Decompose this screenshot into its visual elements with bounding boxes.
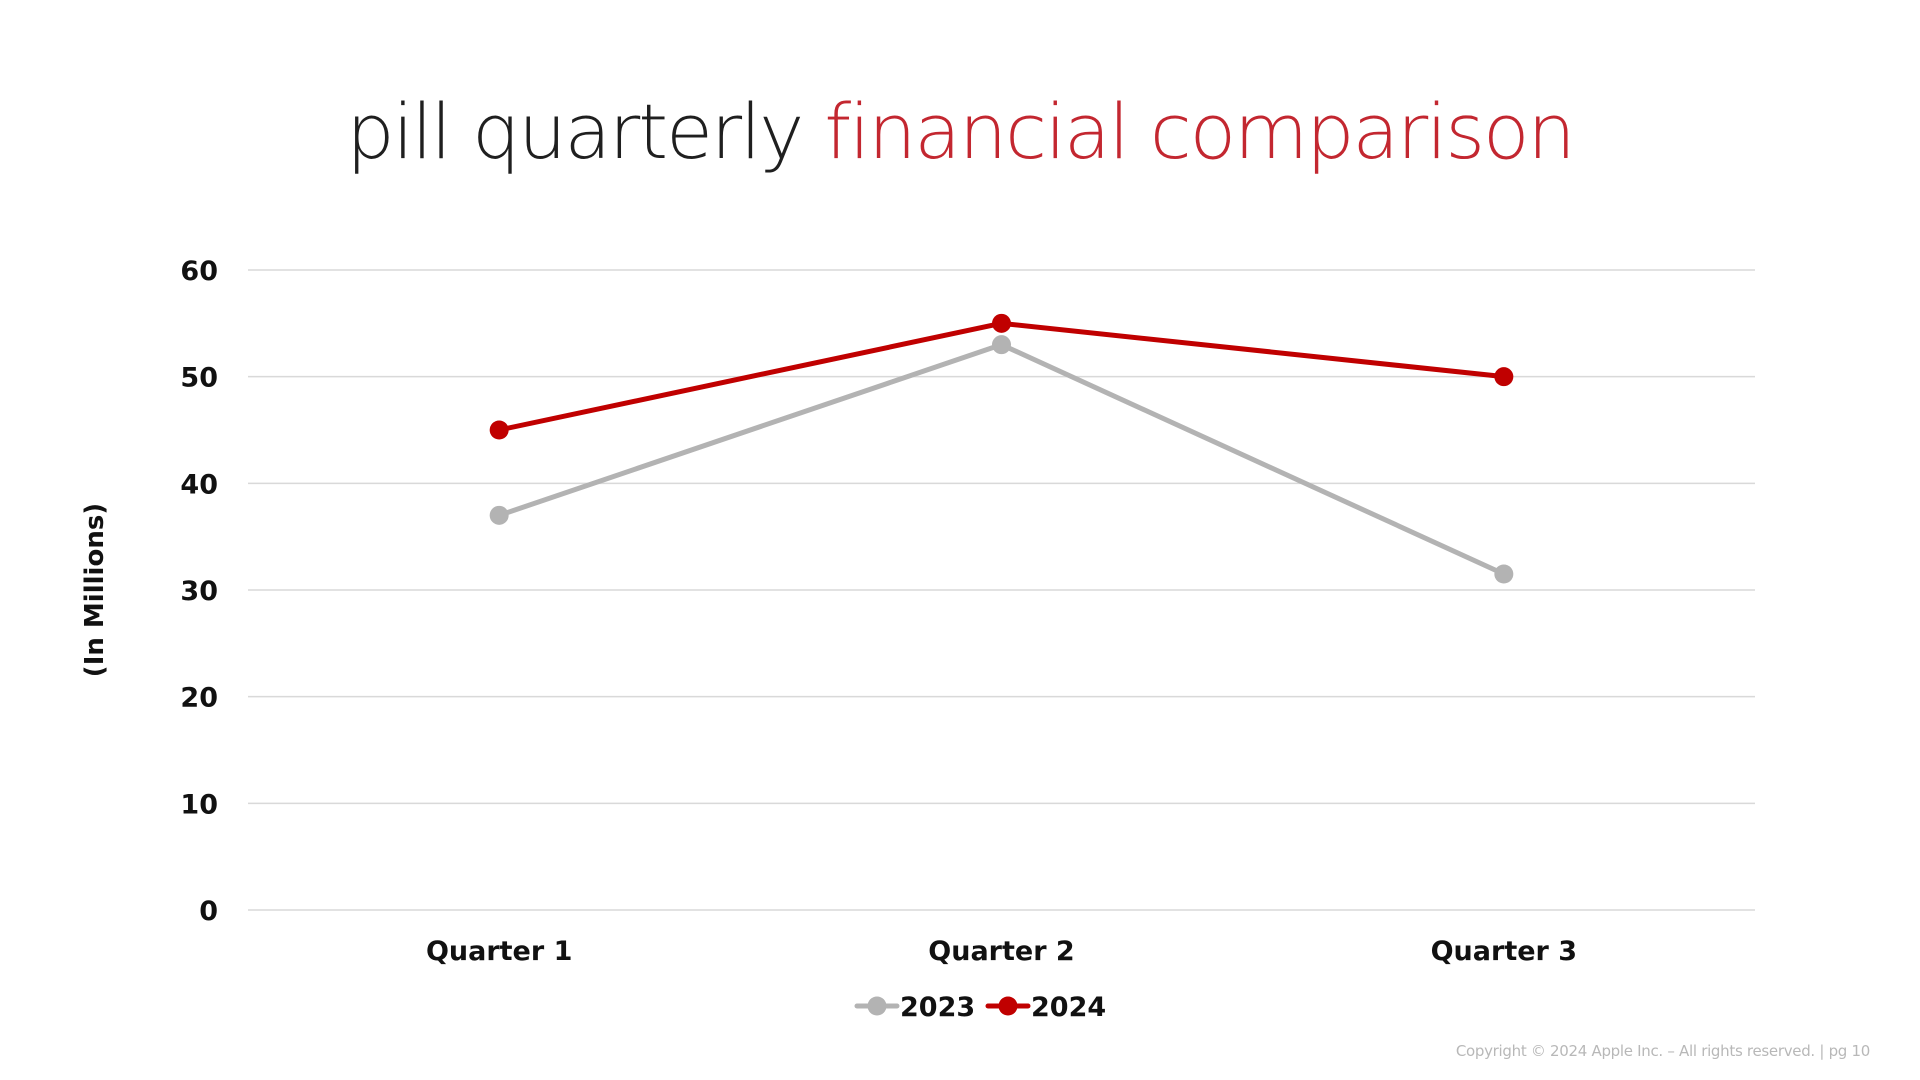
data-point-2023-3 [1494, 564, 1514, 584]
legend: 2023 2024 [854, 992, 1106, 1023]
data-point-2023-2 [992, 335, 1011, 355]
legend-item-2023: 2023 [854, 992, 975, 1023]
y-tick-label-50: 50 [180, 363, 218, 394]
y-tick-label-40: 40 [180, 469, 218, 500]
x-category-label-2: Quarter 2 [928, 936, 1074, 967]
legend-label-2023: 2023 [900, 992, 975, 1023]
legend-item-2024: 2024 [985, 992, 1106, 1023]
x-category-label-1: Quarter 1 [426, 936, 572, 967]
series-2024 [489, 313, 1514, 440]
x-axis-category-labels: Quarter 1 Quarter 2 Quarter 3 [426, 936, 1577, 967]
data-point-2024-3 [1494, 367, 1514, 387]
data-point-2023-1 [489, 505, 509, 525]
chart-title: pill quarterly financial comparison [0, 90, 1920, 174]
y-tick-label-20: 20 [180, 683, 218, 714]
y-tick-label-10: 10 [180, 789, 218, 820]
series-lines [489, 313, 1514, 584]
legend-swatch-marker-2023 [867, 996, 887, 1016]
y-axis-tick-labels: 0 10 20 30 40 50 60 [180, 256, 218, 927]
title-part-dark: pill quarterly [346, 87, 804, 176]
data-point-2024-2 [992, 313, 1011, 333]
copyright-footer: Copyright © 2024 Apple Inc. – All rights… [1455, 1042, 1870, 1060]
data-point-2024-1 [489, 420, 509, 440]
y-tick-label-60: 60 [180, 256, 218, 287]
legend-label-2024: 2024 [1031, 992, 1106, 1023]
y-axis-label: (In Millions) [80, 503, 110, 677]
legend-swatch-marker-2024 [998, 996, 1018, 1016]
series-2023 [489, 335, 1514, 584]
y-tick-label-30: 30 [180, 576, 218, 607]
series-line-2023 [496, 342, 1507, 577]
x-category-label-3: Quarter 3 [1431, 936, 1577, 967]
y-tick-label-0: 0 [199, 896, 218, 927]
gridlines [248, 269, 1755, 911]
title-part-accent: financial comparison [824, 87, 1575, 176]
